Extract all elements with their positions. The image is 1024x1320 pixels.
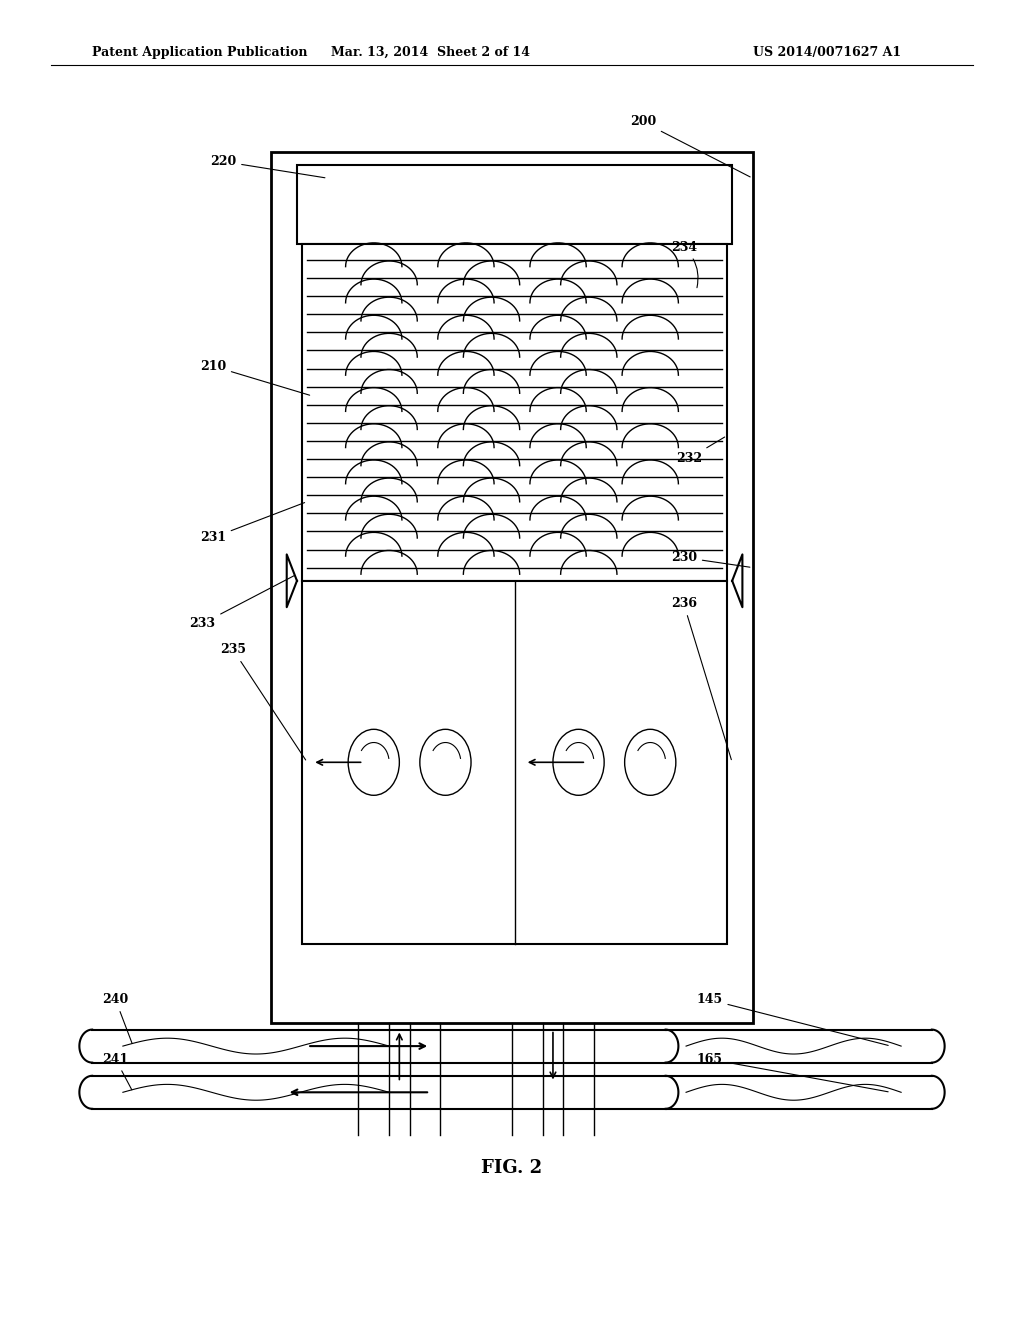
Text: 220: 220: [210, 154, 325, 178]
Text: FIG. 2: FIG. 2: [481, 1159, 543, 1177]
Circle shape: [420, 729, 471, 795]
Text: US 2014/0071627 A1: US 2014/0071627 A1: [753, 46, 901, 59]
Text: Patent Application Publication: Patent Application Publication: [92, 46, 307, 59]
Text: 165: 165: [696, 1052, 888, 1092]
Text: 210: 210: [200, 359, 309, 395]
Circle shape: [625, 729, 676, 795]
Circle shape: [553, 729, 604, 795]
Text: 231: 231: [200, 503, 304, 544]
Circle shape: [348, 729, 399, 795]
Text: Mar. 13, 2014  Sheet 2 of 14: Mar. 13, 2014 Sheet 2 of 14: [331, 46, 529, 59]
Text: 145: 145: [696, 993, 888, 1045]
Text: 236: 236: [671, 597, 731, 759]
Text: 233: 233: [189, 576, 295, 630]
Bar: [302, 581, 727, 944]
Bar: [271, 152, 753, 1023]
Text: 232: 232: [676, 437, 725, 465]
Text: 235: 235: [220, 643, 306, 760]
Text: 230: 230: [671, 550, 750, 568]
Text: 240: 240: [102, 993, 132, 1044]
Text: 241: 241: [102, 1052, 132, 1090]
Text: 200: 200: [630, 115, 751, 177]
Bar: [297, 165, 732, 244]
Text: 234: 234: [671, 240, 698, 288]
Bar: [302, 244, 727, 581]
